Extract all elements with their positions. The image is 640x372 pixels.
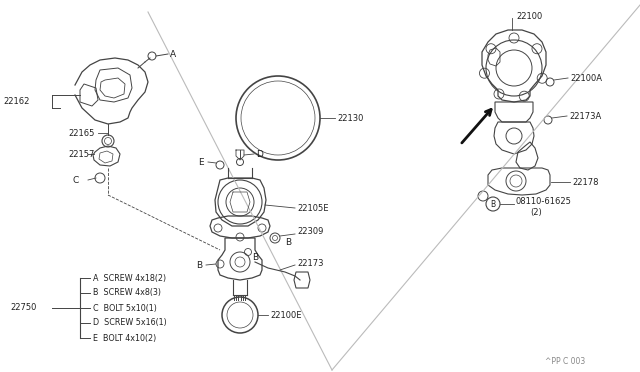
Text: 22173: 22173 bbox=[297, 259, 323, 267]
Text: 22165: 22165 bbox=[68, 128, 94, 138]
Text: A  SCREW 4x18(2): A SCREW 4x18(2) bbox=[93, 273, 166, 282]
Text: 22162: 22162 bbox=[3, 96, 29, 106]
Text: 22100: 22100 bbox=[516, 12, 542, 20]
Text: 22105E: 22105E bbox=[297, 203, 328, 212]
Text: B  SCREW 4x8(3): B SCREW 4x8(3) bbox=[93, 289, 161, 298]
Text: 22750: 22750 bbox=[10, 304, 36, 312]
Text: ^PP C 003: ^PP C 003 bbox=[545, 357, 585, 366]
Text: 22173A: 22173A bbox=[569, 112, 601, 121]
Text: C: C bbox=[72, 176, 78, 185]
Text: 22157: 22157 bbox=[68, 150, 94, 158]
Text: A: A bbox=[170, 49, 176, 58]
Text: 22130: 22130 bbox=[337, 113, 364, 122]
Text: (2): (2) bbox=[530, 208, 541, 217]
Text: B: B bbox=[196, 260, 202, 269]
Text: 22309: 22309 bbox=[297, 227, 323, 235]
Text: 22100A: 22100A bbox=[570, 74, 602, 83]
Text: D  SCREW 5x16(1): D SCREW 5x16(1) bbox=[93, 318, 167, 327]
Text: C  BOLT 5x10(1): C BOLT 5x10(1) bbox=[93, 304, 157, 312]
Text: E  BOLT 4x10(2): E BOLT 4x10(2) bbox=[93, 334, 156, 343]
Text: E: E bbox=[198, 157, 204, 167]
Text: 08110-61625: 08110-61625 bbox=[516, 196, 572, 205]
Text: B: B bbox=[252, 253, 258, 263]
Text: B: B bbox=[490, 199, 495, 208]
Text: D: D bbox=[256, 150, 263, 158]
Text: 22100E: 22100E bbox=[270, 311, 301, 320]
Text: B: B bbox=[285, 237, 291, 247]
Text: 22178: 22178 bbox=[572, 177, 598, 186]
